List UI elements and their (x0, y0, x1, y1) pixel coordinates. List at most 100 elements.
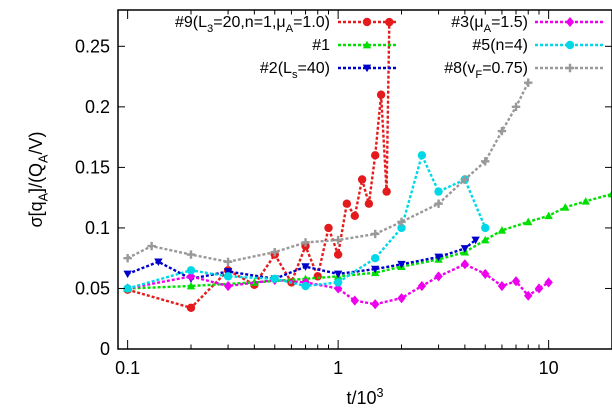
series-line (127, 239, 477, 281)
data-point (186, 266, 196, 275)
data-point (123, 284, 132, 293)
x-tick-label: 10 (539, 358, 559, 378)
data-point (371, 229, 380, 239)
x-tick-label: 1 (333, 358, 343, 378)
data-point (370, 253, 380, 263)
legend-label: #2(Ls=40) (260, 60, 330, 81)
data-point (223, 257, 233, 267)
data-point (154, 258, 163, 267)
data-point (397, 217, 406, 227)
legend-entry: #2(Ls=40) (260, 60, 396, 81)
data-point (333, 270, 343, 279)
legend-label: #1 (312, 37, 330, 54)
legend-marker (565, 16, 575, 28)
data-point (350, 295, 360, 306)
plot-frame (117, 9, 612, 350)
data-point (147, 241, 156, 251)
data-point (581, 197, 590, 205)
x-tick-label: 0.1 (115, 358, 140, 378)
data-point (223, 272, 233, 281)
data-point (123, 270, 132, 279)
data-point (524, 217, 533, 226)
data-point (397, 293, 406, 304)
axis-ticks: 0 0.05 0.1 0.15 0.2 0.25 0.1 1 10 (75, 10, 612, 378)
data-point (544, 277, 553, 288)
data-point (511, 276, 521, 287)
legend-entry: #5(n=4) (472, 37, 605, 54)
data-point (481, 235, 490, 244)
legend-marker (565, 63, 575, 73)
data-point (370, 151, 380, 160)
plot-content (123, 17, 612, 313)
data-point (364, 199, 374, 208)
data-point (481, 157, 490, 166)
y-axis-label: σ[qA]/(QA/V) (26, 132, 50, 228)
legend-marker (362, 40, 372, 49)
legend-label: #3(μA=1.5) (451, 14, 528, 35)
data-point (460, 175, 470, 184)
data-point (481, 268, 490, 279)
data-point (607, 189, 612, 198)
data-point (497, 281, 507, 292)
series-5 (123, 151, 490, 293)
data-point (524, 78, 533, 87)
data-point (223, 281, 233, 292)
data-point (511, 102, 521, 112)
legend-entry: #1 (312, 37, 396, 54)
data-point (223, 268, 233, 276)
data-point (123, 253, 132, 263)
series-1 (123, 17, 394, 313)
data-point (497, 226, 507, 234)
data-point (333, 235, 343, 245)
data-point (333, 250, 343, 259)
data-point (544, 211, 553, 220)
data-point (397, 223, 406, 233)
y-tick-label: 0 (100, 339, 110, 359)
data-point (460, 245, 470, 253)
data-point (324, 223, 333, 233)
data-point (301, 263, 310, 271)
data-point (497, 126, 507, 136)
legend-marker (565, 40, 575, 50)
x-axis-label: t/103 (346, 386, 383, 408)
y-tick-label: 0.2 (85, 97, 110, 117)
series-line (127, 151, 487, 290)
data-point (350, 211, 360, 221)
legend-marker (362, 64, 372, 73)
legend: #9(L3=20,n=1,μA=1.0) #1 #2(Ls=40) #3(μA=1.5… (175, 14, 605, 81)
data-point (434, 187, 443, 196)
data-point (382, 187, 391, 196)
data-point (471, 236, 480, 245)
legend-label: #8(vF=0.75) (444, 60, 528, 81)
y-tick-label: 0.05 (75, 278, 110, 298)
legend-entry: #9(L3=20,n=1,μA=1.0) (175, 14, 396, 35)
data-point (301, 281, 310, 291)
legend-entry: #8(vF=0.75) (444, 60, 605, 81)
data-point (524, 290, 533, 301)
data-point (481, 223, 490, 233)
data-point (301, 238, 310, 247)
data-point (417, 281, 427, 292)
legend-label: #9(L3=20,n=1,μA=1.0) (175, 14, 330, 35)
data-point (561, 203, 570, 211)
data-point (534, 283, 544, 294)
legend-marker (362, 17, 372, 27)
data-point (376, 90, 386, 99)
data-point (370, 265, 380, 274)
data-point (417, 151, 427, 160)
series-line (127, 192, 612, 290)
data-point (370, 299, 380, 310)
data-point (333, 278, 343, 287)
data-point (342, 199, 352, 208)
y-tick-label: 0.1 (85, 218, 110, 238)
data-point (397, 260, 406, 269)
data-point (270, 247, 279, 257)
data-point (357, 175, 367, 184)
data-point (434, 199, 443, 208)
data-point (270, 274, 279, 283)
y-tick-label: 0.25 (75, 36, 110, 56)
data-point (186, 281, 196, 290)
legend-entry: #3(μA=1.5) (451, 14, 605, 35)
series-6 (123, 78, 533, 267)
